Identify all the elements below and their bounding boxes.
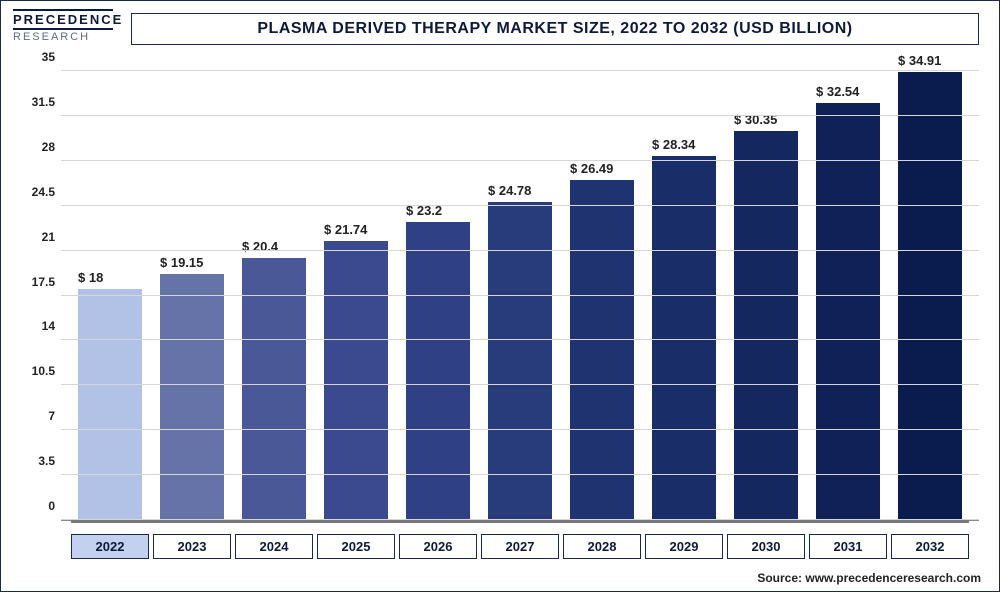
bar-value-label: $ 20.4 xyxy=(242,239,278,254)
x-tick-label: 2026 xyxy=(399,534,477,559)
bar-value-label: $ 21.74 xyxy=(324,222,367,237)
y-tick-label: 10.5 xyxy=(21,364,55,378)
x-tick-label: 2029 xyxy=(645,534,723,559)
gridline xyxy=(61,429,979,430)
y-tick-label: 31.5 xyxy=(21,95,55,109)
gridline xyxy=(61,115,979,116)
x-tick-label: 2022 xyxy=(71,534,149,559)
gridline xyxy=(61,70,979,71)
y-tick-label: 7 xyxy=(21,409,55,423)
gridline xyxy=(61,295,979,296)
bar-slot: $ 34.91 xyxy=(891,71,969,520)
bar-value-label: $ 34.91 xyxy=(898,53,941,68)
x-tick-label: 2028 xyxy=(563,534,641,559)
gridline xyxy=(61,205,979,206)
y-tick-label: 14 xyxy=(21,319,55,333)
bar: $ 18 xyxy=(78,289,142,520)
bar-value-label: $ 28.34 xyxy=(652,137,695,152)
bar-slot: $ 19.15 xyxy=(153,71,231,520)
x-tick-label: 2024 xyxy=(235,534,313,559)
logo-line2: RESEARCH xyxy=(13,30,113,43)
logo-line1: PRECEDENCE xyxy=(13,9,113,30)
y-tick-label: 21 xyxy=(21,230,55,244)
y-tick-label: 35 xyxy=(21,50,55,64)
bar-slot: $ 28.34 xyxy=(645,71,723,520)
gridline xyxy=(61,160,979,161)
bar-value-label: $ 24.78 xyxy=(488,183,531,198)
bar-value-label: $ 30.35 xyxy=(734,112,777,127)
bar-slot: $ 21.74 xyxy=(317,71,395,520)
gridline xyxy=(61,250,979,251)
bar: $ 34.91 xyxy=(898,72,962,520)
bar: $ 20.4 xyxy=(242,258,306,520)
source-text: Source: www.precedenceresearch.com xyxy=(757,571,981,585)
bar-value-label: $ 26.49 xyxy=(570,161,613,176)
bar-value-label: $ 19.15 xyxy=(160,255,203,270)
plot-area: $ 18 $ 19.15 $ 20.4 $ 21.74 $ 23.2 $ 24.78 $ 2… xyxy=(61,71,979,521)
bar: $ 26.49 xyxy=(570,180,634,520)
bar-value-label: $ 18 xyxy=(78,270,103,285)
bar: $ 32.54 xyxy=(816,103,880,520)
bar-slot: $ 18 xyxy=(71,71,149,520)
gridline xyxy=(61,474,979,475)
bar-slot: $ 20.4 xyxy=(235,71,313,520)
bar-slot: $ 24.78 xyxy=(481,71,559,520)
bar-slot: $ 32.54 xyxy=(809,71,887,520)
x-tick-label: 2031 xyxy=(809,534,887,559)
chart-title: PLASMA DERIVED THERAPY MARKET SIZE, 2022… xyxy=(131,13,979,45)
x-tick-label: 2027 xyxy=(481,534,559,559)
gridline xyxy=(61,384,979,385)
x-tick-label: 2032 xyxy=(891,534,969,559)
x-tick-label: 2023 xyxy=(153,534,231,559)
bar: $ 21.74 xyxy=(324,241,388,520)
y-tick-label: 3.5 xyxy=(21,454,55,468)
bar-slot: $ 30.35 xyxy=(727,71,805,520)
bar: $ 28.34 xyxy=(652,156,716,520)
gridline xyxy=(61,519,979,520)
y-tick-label: 17.5 xyxy=(21,275,55,289)
y-tick-label: 28 xyxy=(21,140,55,154)
baseline xyxy=(71,520,969,523)
bar-slot: $ 23.2 xyxy=(399,71,477,520)
x-axis: 2022202320242025202620272028202920302031… xyxy=(71,534,969,559)
bar: $ 30.35 xyxy=(734,131,798,520)
brand-logo: PRECEDENCE RESEARCH xyxy=(13,9,113,43)
bar-slot: $ 26.49 xyxy=(563,71,641,520)
bars-container: $ 18 $ 19.15 $ 20.4 $ 21.74 $ 23.2 $ 24.78 $ 2… xyxy=(71,71,969,520)
bar: $ 23.2 xyxy=(406,222,470,520)
bar: $ 19.15 xyxy=(160,274,224,520)
y-tick-label: 24.5 xyxy=(21,185,55,199)
gridline xyxy=(61,339,979,340)
bar-value-label: $ 32.54 xyxy=(816,84,859,99)
x-tick-label: 2030 xyxy=(727,534,805,559)
x-tick-label: 2025 xyxy=(317,534,395,559)
y-tick-label: 0 xyxy=(21,499,55,513)
